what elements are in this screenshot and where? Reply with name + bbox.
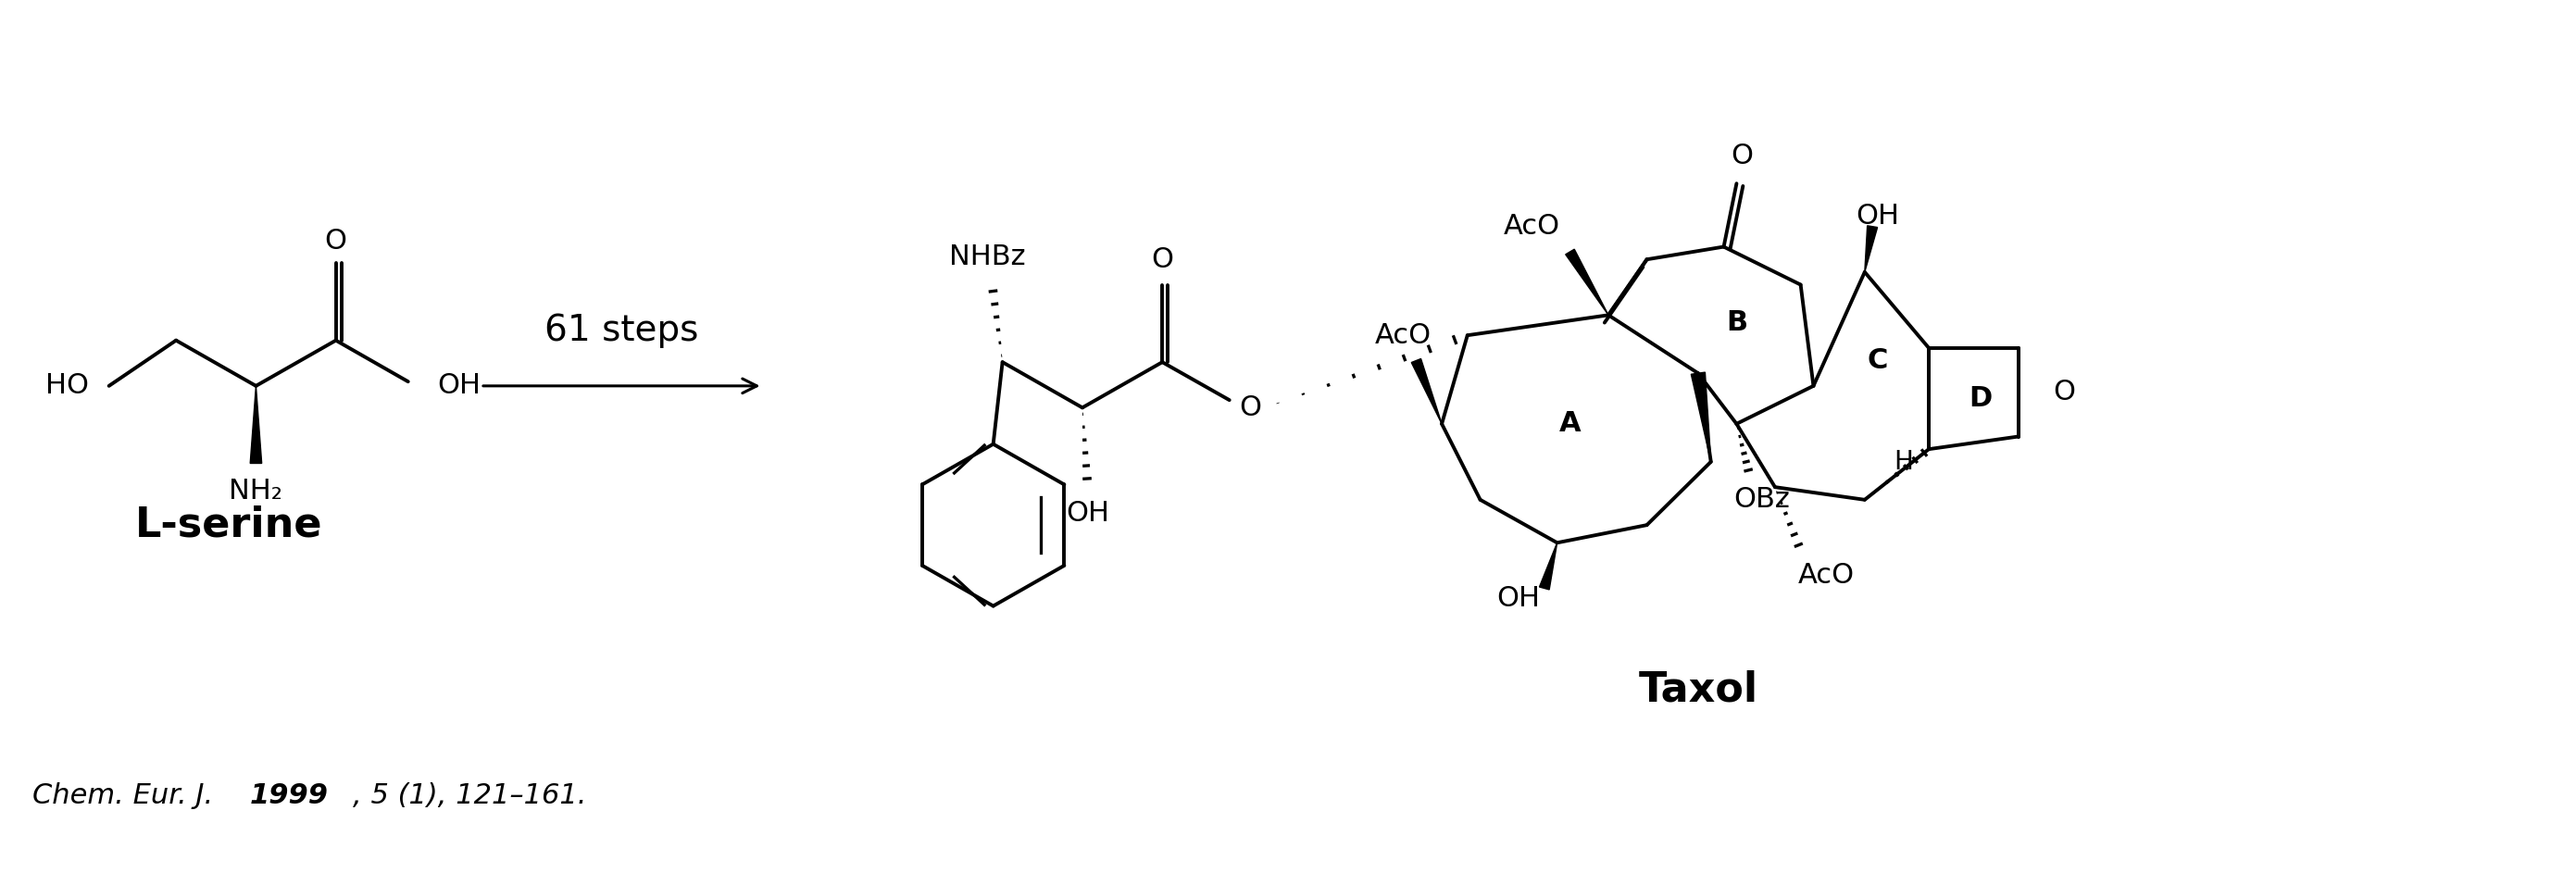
- Text: H: H: [1893, 449, 1914, 475]
- Text: , 5 (1), 121–161.: , 5 (1), 121–161.: [353, 782, 587, 809]
- Text: AcO: AcO: [1504, 213, 1561, 240]
- Text: A: A: [1558, 410, 1582, 437]
- Polygon shape: [250, 386, 263, 464]
- Text: O: O: [325, 228, 348, 255]
- Text: Chem. Eur. J.: Chem. Eur. J.: [31, 782, 227, 809]
- Text: L-serine: L-serine: [134, 505, 322, 545]
- Text: OH: OH: [1497, 585, 1540, 612]
- Text: NHBz: NHBz: [948, 244, 1025, 271]
- Text: OH: OH: [1066, 499, 1110, 526]
- Text: 1999: 1999: [250, 782, 330, 809]
- Text: O: O: [1151, 246, 1175, 273]
- Polygon shape: [1412, 359, 1443, 424]
- Text: C: C: [1868, 347, 1888, 374]
- Text: OBz: OBz: [1734, 486, 1790, 513]
- Polygon shape: [1865, 226, 1878, 272]
- Polygon shape: [1566, 249, 1607, 315]
- Text: O: O: [2053, 379, 2076, 406]
- Text: 61 steps: 61 steps: [544, 313, 698, 347]
- Text: B: B: [1726, 309, 1747, 336]
- Text: AcO: AcO: [1798, 562, 1855, 589]
- Text: O: O: [1239, 395, 1262, 421]
- Text: D: D: [1968, 385, 1991, 412]
- Polygon shape: [1540, 543, 1556, 589]
- Text: Taxol: Taxol: [1638, 670, 1757, 710]
- Text: HO: HO: [44, 373, 88, 399]
- Text: OH: OH: [438, 373, 482, 399]
- Text: NH₂: NH₂: [229, 478, 283, 505]
- Text: O: O: [1731, 142, 1752, 169]
- Text: OH: OH: [1855, 203, 1899, 230]
- Polygon shape: [1690, 372, 1710, 462]
- Text: AcO: AcO: [1376, 322, 1432, 348]
